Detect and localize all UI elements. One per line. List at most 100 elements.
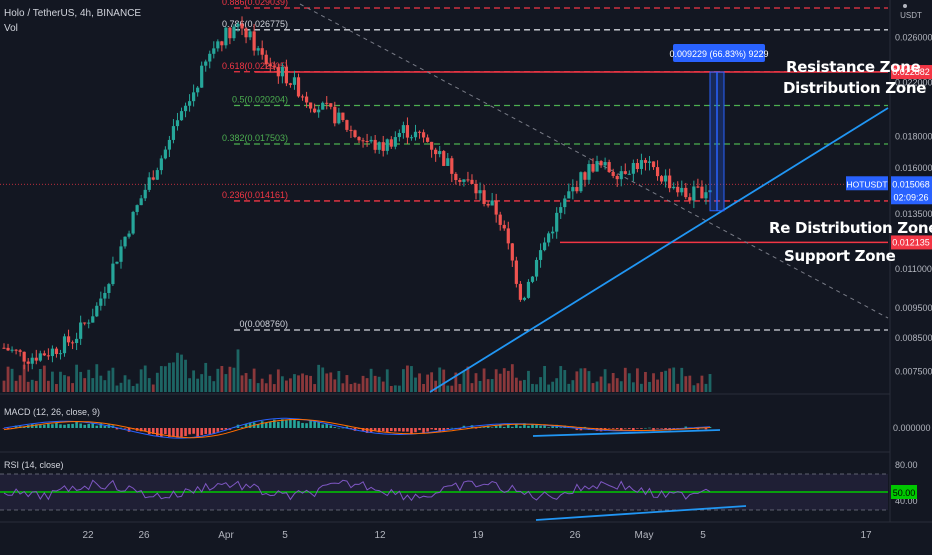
volume-bar xyxy=(583,368,587,392)
macd-histogram-bar xyxy=(494,425,498,428)
candle-body xyxy=(542,242,547,251)
fib-level-label: 0.886(0.029039) xyxy=(222,0,288,7)
candle-body xyxy=(369,139,373,142)
volume-bar xyxy=(514,377,518,392)
candle-body xyxy=(123,236,127,247)
volume-bar xyxy=(30,379,34,392)
volume-bar xyxy=(506,370,510,392)
macd-histogram-bar xyxy=(660,428,663,429)
candle-body xyxy=(333,106,337,124)
candle-body xyxy=(551,231,555,234)
macd-histogram-bar xyxy=(297,421,300,428)
macd-histogram-bar xyxy=(636,428,639,429)
symbol-tag: HOTUSDT xyxy=(846,179,887,189)
candle-body xyxy=(163,149,167,159)
volume-bar xyxy=(341,383,345,392)
macd-histogram-bar xyxy=(672,428,675,429)
candle-body xyxy=(494,200,498,215)
candle-body xyxy=(672,186,676,189)
price-axis-tick: 0.009500 xyxy=(895,303,932,313)
volume-bar xyxy=(381,381,385,392)
candle-body xyxy=(482,190,486,204)
macd-histogram-bar xyxy=(240,427,244,428)
rsi-axis-tick: 80.00 xyxy=(895,460,918,470)
macd-histogram-bar xyxy=(708,426,712,428)
macd-histogram-bar xyxy=(644,427,647,429)
volume-bar xyxy=(418,373,421,392)
candle-body xyxy=(413,131,418,138)
volume-bar xyxy=(46,380,50,392)
candle-body xyxy=(458,180,462,182)
candle-body xyxy=(688,197,692,201)
macd-histogram-bar xyxy=(615,428,619,430)
macd-histogram-bar xyxy=(648,427,651,429)
volume-bar xyxy=(414,377,417,392)
symbol-title: Holo / TetherUS, 4h, BINANCE xyxy=(4,8,142,19)
time-axis-label: 5 xyxy=(282,530,288,541)
volume-bar xyxy=(26,381,30,392)
macd-histogram-bar xyxy=(486,425,490,428)
candle-body xyxy=(631,163,635,174)
candle-body xyxy=(179,111,184,121)
candle-body xyxy=(87,322,91,324)
macd-histogram-bar xyxy=(474,428,478,429)
rsi-label: RSI (14, close) xyxy=(4,460,64,470)
distribution-zone-label: Distribution Zone xyxy=(783,79,927,97)
macd-histogram-bar xyxy=(345,426,349,428)
volume-bar xyxy=(385,369,389,392)
candle-body xyxy=(91,316,95,323)
candle-body xyxy=(466,179,470,181)
candle-body xyxy=(639,160,644,169)
price-axis-tick: 0.018000 xyxy=(895,132,932,142)
volume-bar xyxy=(196,378,200,392)
volume-bar xyxy=(353,382,357,392)
fib-level-label: 0.236(0.014161) xyxy=(222,190,288,200)
macd-histogram-bar xyxy=(156,428,159,436)
candle-body xyxy=(70,342,75,344)
macd-histogram-bar xyxy=(446,428,450,430)
volume-bar xyxy=(272,384,276,392)
candle-body xyxy=(522,297,527,300)
volume-bar xyxy=(490,379,494,392)
macd-histogram-bar xyxy=(277,421,280,428)
volume-bar xyxy=(607,383,611,392)
volume-bar xyxy=(123,375,127,392)
candle-body xyxy=(373,139,377,150)
volume-bar xyxy=(244,373,248,392)
rsi-line xyxy=(3,479,711,502)
volume-bar xyxy=(75,364,79,392)
candle-body xyxy=(538,250,543,260)
macd-histogram-bar xyxy=(55,422,58,428)
volume-bar xyxy=(563,370,567,392)
time-axis-label: 17 xyxy=(860,530,872,541)
candle-body xyxy=(304,96,309,103)
volume-bar xyxy=(337,371,341,392)
candle-body xyxy=(647,161,652,163)
candle-body xyxy=(10,349,14,351)
volume-bar xyxy=(680,367,684,392)
macd-histogram-bar xyxy=(47,423,50,428)
macd-histogram-bar xyxy=(313,421,316,428)
macd-histogram-bar xyxy=(256,424,260,428)
volume-bar xyxy=(34,380,38,392)
volume-bar xyxy=(293,374,296,392)
candle-body xyxy=(192,92,196,102)
candle-body xyxy=(547,233,551,243)
macd-histogram-bar xyxy=(83,424,86,428)
macd-histogram-bar xyxy=(285,420,288,428)
candle-body xyxy=(22,351,26,362)
macd-histogram-bar xyxy=(684,426,688,428)
volume-bar xyxy=(393,385,397,392)
volume-bar xyxy=(458,383,462,392)
candle-body xyxy=(212,48,216,54)
macd-histogram-bar xyxy=(95,425,99,428)
level-price-tag: 0.022882 xyxy=(892,67,930,77)
volume-bar xyxy=(631,382,635,392)
volume-bar xyxy=(430,372,434,392)
candle-body xyxy=(38,353,42,361)
volume-bar xyxy=(531,383,534,392)
volume-bar xyxy=(700,375,704,392)
volume-bar xyxy=(204,362,208,392)
